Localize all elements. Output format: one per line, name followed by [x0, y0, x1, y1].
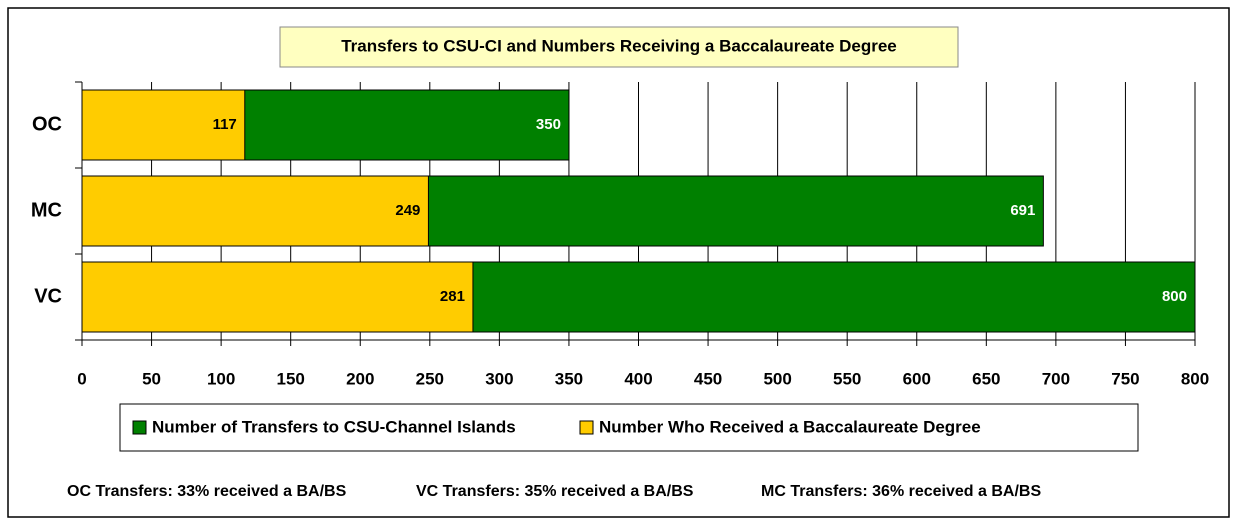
x-tick-label: 250	[416, 369, 444, 388]
legend-swatch	[579, 420, 594, 435]
bar	[81, 261, 474, 333]
x-tick-label: 750	[1111, 369, 1139, 388]
x-tick-label: 500	[763, 369, 791, 388]
x-tick-label: 200	[346, 369, 374, 388]
x-tick-label: 800	[1181, 369, 1209, 388]
x-tick-label: 550	[833, 369, 861, 388]
data-label: 281	[440, 288, 465, 305]
title-box	[279, 26, 959, 68]
x-tick-label: 50	[142, 369, 161, 388]
x-tick-label: 150	[277, 369, 305, 388]
legend-box	[119, 403, 1139, 452]
x-tick-label: 400	[624, 369, 652, 388]
legend-label: Number Who Received a Baccalaureate Degr…	[599, 417, 981, 436]
data-label: 691	[1010, 202, 1035, 219]
bar	[81, 89, 246, 161]
x-tick-label: 600	[903, 369, 931, 388]
footnote: VC Transfers: 35% received a BA/BS	[416, 483, 694, 500]
y-tick-label: VC	[34, 285, 62, 307]
x-tick-label: 100	[207, 369, 235, 388]
data-label: 117	[213, 116, 237, 133]
chart-title: Transfers to CSU-CI and Numbers Receivin…	[341, 36, 897, 55]
x-tick-label: 300	[485, 369, 513, 388]
bar	[81, 175, 429, 247]
y-tick-label: MC	[31, 199, 62, 221]
data-label: 249	[395, 202, 420, 219]
x-tick-label: 450	[694, 369, 722, 388]
data-label: 350	[536, 116, 561, 133]
data-label: 800	[1162, 288, 1187, 305]
x-tick-label: 700	[1042, 369, 1070, 388]
legend-swatch	[132, 420, 147, 435]
footnote: MC Transfers: 36% received a BA/BS	[761, 483, 1041, 500]
x-tick-label: 650	[972, 369, 1000, 388]
y-tick-label: OC	[32, 113, 62, 135]
x-tick-label: 350	[555, 369, 583, 388]
x-tick-label: 0	[77, 369, 86, 388]
legend-label: Number of Transfers to CSU-Channel Islan…	[152, 417, 516, 436]
footnote: OC Transfers: 33% received a BA/BS	[67, 483, 347, 500]
